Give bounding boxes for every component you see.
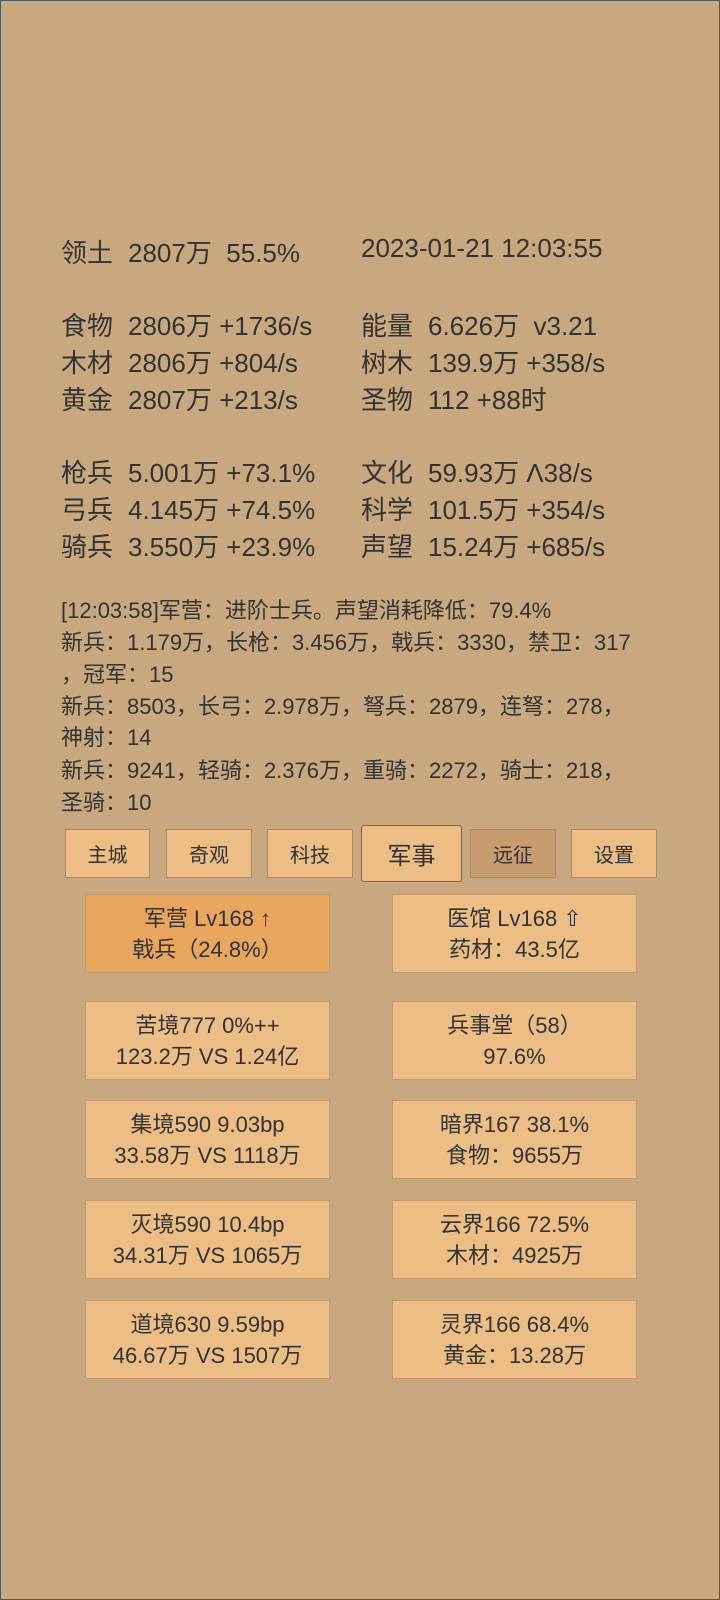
stat-label: 枪兵 [61,458,114,488]
card-line: 云界166 72.5% [439,1211,590,1237]
stat-value: 3.550万 +23.9% [128,532,316,562]
log-line: 圣骑：10 [61,790,152,815]
log-line: [12:03:58]军营：进阶士兵。声望消耗降低：79.4% [61,598,552,623]
stat-label: 能量 [361,311,414,341]
building-card[interactable]: 军营 Lv168 ↑ 戟兵（24.8%） [85,894,330,973]
card-line: 军营 Lv168 ↑ [143,905,272,931]
stat-value: 4.145万 +74.5% [128,495,316,525]
card-line: 药材：43.5亿 [449,936,580,962]
card-line: 34.31万 VS 1065万 [112,1242,303,1268]
building-card[interactable]: 集境590 9.03bp 33.58万 VS 1118万 [85,1100,330,1179]
stat-value: 2023-01-21 12:03:55 [361,233,603,263]
stat-value: 2806万 +1736/s [128,311,313,341]
stat-label: 木材 [61,348,114,378]
stat-label: 声望 [361,532,414,562]
building-card[interactable]: 灭境590 10.4bp 34.31万 VS 1065万 [85,1200,330,1279]
card-line: 灭境590 10.4bp [130,1211,285,1237]
stat-value: 6.626万 v3.21 [428,311,598,341]
card-line: 97.6% [483,1043,546,1069]
stat-label: 文化 [361,458,414,488]
stat-label: 弓兵 [61,495,114,525]
nav-tab[interactable]: 科技 [267,829,353,878]
stat-label: 科学 [361,495,414,525]
card-line: 兵事堂（58） [447,1012,582,1038]
nav-tab[interactable]: 军事 [361,825,462,882]
building-card[interactable]: 云界166 72.5% 木材：4925万 [392,1200,637,1279]
stat-label: 领土 [61,238,114,268]
log-line: 新兵：8503，长弓：2.978万，弩兵：2879，连弩：278， [61,694,625,719]
stat-value: 2806万 +804/s [128,348,298,378]
stat-value: 112 +88时 [428,385,547,415]
building-card[interactable]: 兵事堂（58） 97.6% [392,1001,637,1080]
nav-tab[interactable]: 主城 [65,829,150,878]
card-line: 苦境777 0%++ [135,1012,280,1038]
stat-value: 2807万 55.5% [128,238,301,268]
card-line: 123.2万 VS 1.24亿 [115,1043,300,1069]
nav-tab[interactable]: 设置 [571,829,657,878]
stat-label: 树木 [361,348,414,378]
log-line: ，冠军：15 [61,662,174,687]
card-line: 医馆 Lv168 ⇧ [447,905,582,931]
stat-value: 15.24万 +685/s [428,532,606,562]
nav-tab[interactable]: 奇观 [166,829,252,878]
building-card[interactable]: 苦境777 0%++ 123.2万 VS 1.24亿 [85,1001,330,1080]
card-line: 道境630 9.59bp [130,1311,285,1337]
building-card[interactable]: 暗界167 38.1% 食物：9655万 [392,1100,637,1179]
stat-value: 101.5万 +354/s [428,495,606,525]
card-line: 戟兵（24.8%） [132,936,283,962]
card-line: 灵界166 68.4% [439,1311,590,1337]
stat-value: 2807万 +213/s [128,385,298,415]
building-card[interactable]: 道境630 9.59bp 46.67万 VS 1507万 [85,1300,330,1379]
log-line: 新兵：1.179万，长枪：3.456万，戟兵：3330，禁卫：317 [61,630,631,655]
stat-value: 59.93万 Λ38/s [428,458,593,488]
card-line: 集境590 9.03bp [130,1111,285,1137]
card-line: 食物：9655万 [446,1142,583,1168]
log-line: 新兵：9241，轻骑：2.376万，重骑：2272，骑士：218， [61,758,625,783]
stat-label: 黄金 [61,385,114,415]
log-line: 神射：14 [61,725,152,750]
building-card[interactable]: 灵界166 68.4% 黄金：13.28万 [392,1300,637,1379]
stat-label: 食物 [61,311,114,341]
card-line: 黄金：13.28万 [442,1342,587,1368]
building-card[interactable]: 医馆 Lv168 ⇧ 药材：43.5亿 [392,894,637,973]
card-line: 46.67万 VS 1507万 [112,1342,303,1368]
stat-value: 139.9万 +358/s [428,348,606,378]
card-line: 木材：4925万 [446,1242,583,1268]
card-line: 33.58万 VS 1118万 [114,1142,301,1168]
card-line: 暗界167 38.1% [439,1111,590,1137]
stat-label: 圣物 [361,385,414,415]
stat-label: 骑兵 [61,532,114,562]
nav-tab[interactable]: 远征 [470,829,556,878]
stat-value: 5.001万 +73.1% [128,458,316,488]
